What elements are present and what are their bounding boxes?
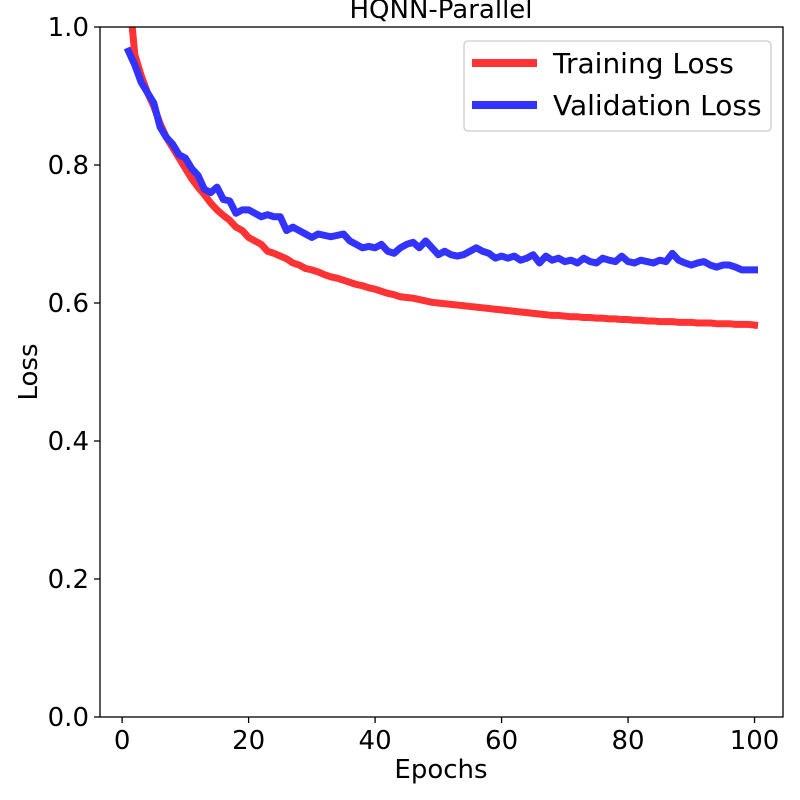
legend-label-validation-loss: Validation Loss: [553, 89, 762, 122]
x-axis-label: Epochs: [394, 755, 487, 785]
y-tick-label: 0.4: [48, 427, 89, 457]
x-tick-label: 0: [114, 726, 131, 756]
x-axis: 0 20 40 60 80 100: [114, 717, 780, 756]
y-axis-label: Loss: [14, 343, 44, 400]
series-line-training-loss: [128, 27, 759, 329]
y-tick-label: 1.0: [48, 13, 89, 43]
y-tick-label: 0.6: [48, 289, 89, 319]
legend: Training Loss Validation Loss: [463, 40, 772, 132]
chart-title: HQNN-Parallel: [349, 0, 532, 25]
y-axis: 0.0 0.2 0.4 0.6 0.8 1.0: [48, 13, 100, 733]
x-tick-label: 20: [232, 726, 265, 756]
legend-label-training-loss: Training Loss: [552, 47, 734, 80]
y-tick-label: 0.0: [48, 703, 89, 733]
y-tick-label: 0.2: [48, 565, 89, 595]
series-line-validation-loss: [123, 46, 759, 274]
legend-box: [463, 40, 772, 132]
y-tick-label: 0.8: [48, 151, 89, 181]
x-tick-label: 40: [359, 726, 392, 756]
series-layer: [123, 27, 759, 329]
x-tick-label: 60: [485, 726, 518, 756]
x-tick-label: 100: [730, 726, 780, 756]
x-tick-label: 80: [612, 726, 645, 756]
plot-frame: [99, 26, 784, 718]
